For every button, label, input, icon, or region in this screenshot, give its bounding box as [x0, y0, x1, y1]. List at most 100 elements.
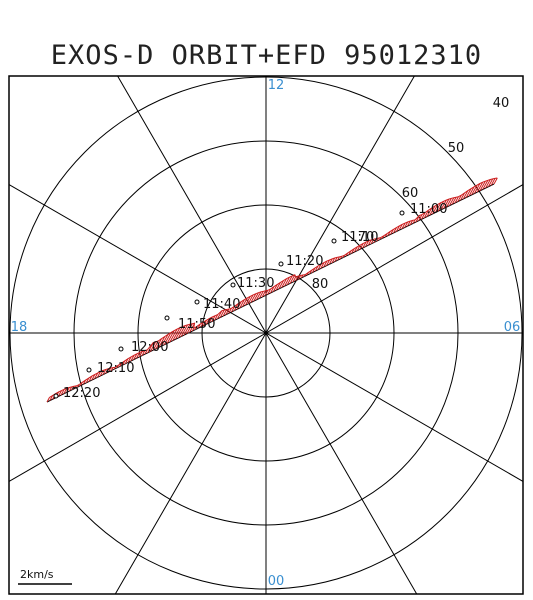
efd-vector	[429, 205, 436, 216]
efd-vector	[289, 274, 296, 284]
efd-vector	[208, 316, 213, 324]
time-tick-marker	[53, 393, 59, 399]
latitude-label-80: 80	[312, 277, 329, 292]
efd-vector	[457, 194, 462, 202]
efd-vector	[239, 299, 245, 309]
efd-vector	[295, 275, 299, 281]
efd-vector	[409, 220, 414, 226]
efd-vector	[256, 291, 262, 301]
efd-vector	[370, 238, 375, 245]
efd-vector	[60, 389, 65, 396]
time-tick-marker	[164, 315, 170, 321]
efd-vector	[365, 240, 370, 247]
efd-vector	[66, 387, 70, 393]
efd-vector	[323, 260, 328, 268]
efd-vector	[437, 201, 445, 212]
efd-vector	[490, 178, 496, 186]
efd-vector	[356, 244, 361, 252]
efd-vector	[144, 349, 148, 355]
efd-vector	[325, 259, 331, 267]
efd-vector	[487, 178, 494, 187]
time-label-1130: 11:30	[237, 276, 274, 291]
efd-vector	[320, 262, 325, 269]
efd-vector	[465, 188, 472, 198]
efd-vector	[392, 227, 397, 234]
efd-vector	[242, 297, 248, 307]
efd-vector	[169, 328, 178, 343]
efd-vector	[108, 367, 112, 373]
efd-vector	[186, 323, 193, 335]
mlt-spoke	[114, 75, 415, 595]
efd-vector	[473, 183, 481, 194]
efd-vector	[275, 282, 281, 291]
efd-vector	[219, 309, 225, 318]
time-label-1210: 12:10	[97, 361, 134, 376]
efd-vector	[135, 352, 141, 359]
efd-vector	[102, 369, 107, 376]
time-label-1150: 11:50	[178, 317, 215, 332]
efd-vector	[175, 326, 183, 340]
time-tick-marker	[278, 261, 284, 267]
efd-vector	[367, 239, 372, 246]
efd-vector	[284, 276, 290, 287]
time-tick-marker	[331, 238, 337, 244]
efd-vector	[236, 301, 242, 310]
efd-vector	[253, 292, 259, 302]
efd-vector	[476, 181, 484, 193]
efd-vector	[401, 222, 406, 230]
efd-vector	[225, 308, 230, 316]
latitude-label-50: 50	[448, 141, 465, 156]
efd-vector	[418, 214, 423, 222]
efd-vector	[328, 258, 333, 265]
efd-vector	[183, 323, 191, 336]
latitude-label-40: 40	[493, 96, 510, 111]
efd-vector	[94, 372, 99, 380]
efd-vector	[180, 324, 189, 337]
efd-vector	[286, 275, 293, 286]
efd-vector	[141, 350, 146, 356]
efd-vector	[127, 356, 132, 363]
efd-vector	[63, 388, 68, 395]
efd-vector	[138, 351, 143, 358]
efd-vector	[177, 325, 186, 339]
efd-envelope	[49, 177, 498, 398]
mlt-spokes	[8, 75, 524, 595]
efd-vector	[247, 294, 254, 305]
time-tick-marker	[118, 346, 124, 352]
mlt-label-00: 00	[268, 574, 285, 589]
efd-vector	[205, 318, 210, 325]
efd-vector	[91, 374, 96, 381]
efd-vector	[448, 197, 455, 207]
efd-vector	[434, 202, 442, 213]
efd-vector	[172, 327, 181, 341]
efd-vector	[228, 308, 232, 314]
efd-vector	[267, 288, 272, 295]
efd-vector	[152, 340, 159, 351]
scale-label: 2km/s	[20, 568, 54, 581]
efd-vector	[46, 397, 50, 403]
efd-vector	[398, 224, 403, 231]
time-tick-marker	[86, 367, 92, 373]
efd-vector	[485, 179, 491, 189]
time-label-1110: 11:10	[341, 230, 378, 245]
efd-vector	[261, 290, 267, 298]
efd-vector	[373, 238, 377, 243]
efd-vector	[443, 198, 450, 209]
efd-vector	[214, 314, 219, 321]
efd-vectors	[46, 177, 498, 403]
efd-vector	[96, 371, 102, 378]
efd-vector	[130, 354, 135, 362]
plot-title: EXOS-D ORBIT+EFD 95012310	[50, 40, 483, 71]
efd-vector	[244, 296, 251, 306]
efd-vector	[258, 291, 264, 299]
efd-vector	[250, 293, 257, 303]
efd-vector	[189, 322, 196, 333]
time-label-1140: 11:40	[203, 297, 240, 312]
time-label-1100: 11:00	[410, 202, 447, 217]
efd-vector	[297, 275, 302, 280]
efd-vector	[317, 263, 322, 271]
mlt-label-18: 18	[11, 320, 28, 335]
efd-vector	[222, 309, 228, 317]
time-tick-marker	[230, 282, 236, 288]
efd-vector	[105, 368, 109, 374]
